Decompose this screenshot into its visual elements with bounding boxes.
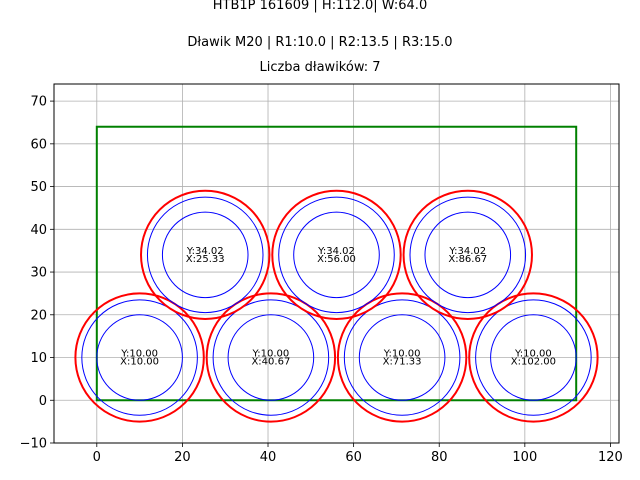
gland-label-x: X:102.00 (511, 357, 556, 368)
y-tick-label: 60 (30, 137, 47, 152)
gland-circle-r1 (358, 314, 446, 401)
gland-circle-r1 (490, 314, 577, 401)
gland-circle-r2 (343, 299, 461, 416)
gland-circle-r2 (146, 196, 264, 314)
gland-circle-r1 (161, 211, 249, 299)
gland-circle-r1 (96, 314, 183, 401)
gland-label-y: Y:34.02 (317, 246, 355, 257)
gland-circle-r2 (475, 299, 592, 416)
gland-circle-r1 (293, 211, 380, 299)
gland-label-y: Y:10.00 (251, 349, 289, 360)
gland-circle-r3 (402, 189, 533, 320)
gland-label-y: Y:34.02 (186, 246, 224, 257)
gland-label-x: X:25.33 (186, 254, 225, 265)
enclosure-rectangle (95, 125, 578, 402)
gland-label-y: Y:10.00 (514, 349, 552, 360)
y-tick-label: 50 (30, 180, 47, 195)
axes-frame (53, 83, 620, 444)
x-tick-label: 60 (345, 450, 362, 465)
gland-circle-r3 (74, 292, 205, 423)
gland-circle-r2 (212, 299, 330, 416)
y-tick-label: 10 (30, 351, 47, 366)
gland-circle-r3 (336, 292, 468, 423)
x-tick-label: 20 (174, 450, 191, 465)
chart-title-line-1: HTB1P 161609 | H:112.0| W:64.0 (212, 0, 428, 13)
x-tick-label: 0 (93, 450, 101, 465)
y-tick-label: 20 (30, 308, 47, 323)
x-tick-label: 120 (598, 450, 623, 465)
gland-circle-r3 (205, 292, 337, 423)
gland-label-x: X:71.33 (383, 357, 422, 368)
gland-label-y: Y:34.02 (448, 246, 486, 257)
gland-circle-r2 (409, 196, 527, 314)
gland-label-x: X:10.00 (120, 357, 159, 368)
gland-circle-r2 (81, 299, 198, 416)
x-tick-label: 100 (512, 450, 537, 465)
x-tick-label: 40 (260, 450, 277, 465)
gland-label-x: X:86.67 (448, 254, 487, 265)
gland-label-y: Y:10.00 (120, 349, 158, 360)
y-tick-label: 0 (39, 394, 47, 409)
axis-ticks: 0 20 40 60 80 100 120 −10 0 10 20 30 40 50 60 70 (20, 95, 623, 465)
gland-circle-r3 (271, 189, 402, 320)
gland-label-x: X:40.67 (251, 357, 290, 368)
plot-area: Y:10.00X:10.00Y:10.00X:40.67Y:10.00X:71.… (74, 125, 599, 423)
gland-circle-r2 (278, 196, 395, 314)
y-tick-label: −10 (20, 437, 47, 452)
gland-circle-r3 (140, 189, 271, 320)
gland-label-y: Y:10.00 (383, 349, 421, 360)
y-tick-label: 30 (30, 266, 47, 281)
y-tick-label: 40 (30, 223, 47, 238)
x-tick-label: 80 (431, 450, 448, 465)
gland-circle-r1 (424, 211, 512, 299)
chart-title-line-2: Dławik M20 | R1:10.0 | R2:13.5 | R3:15.0 (187, 35, 453, 50)
gland-circle-r1 (227, 314, 315, 401)
chart-title-line-3: Liczba dławików: 7 (259, 60, 381, 75)
gland-label-x: X:56.00 (317, 254, 356, 265)
y-tick-label: 70 (30, 95, 47, 110)
gland-circle-r3 (468, 292, 599, 423)
